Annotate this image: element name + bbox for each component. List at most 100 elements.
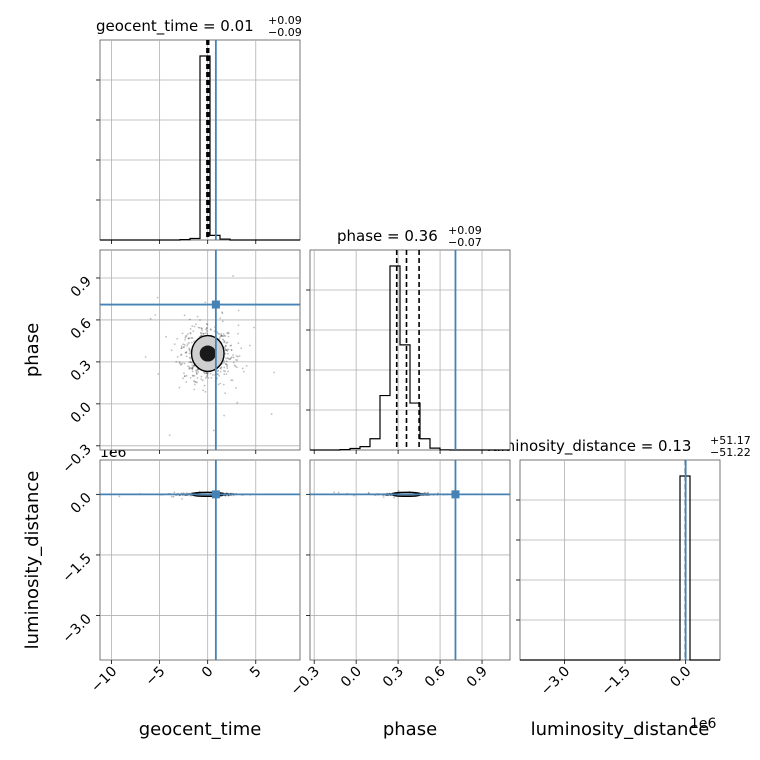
sample-point [225,357,227,360]
sample-point [219,367,222,370]
sample-point [183,375,186,378]
sample-point [223,360,226,362]
sample-point [191,337,194,339]
sample-point [206,374,209,377]
sample-point [337,491,340,494]
sample-point [367,492,370,494]
hist-panel-luminosity_distance: −3.0 −1.5 0.0 [516,459,721,699]
sample-point [172,495,175,498]
sample-point [197,371,200,373]
sample-point [144,356,147,358]
sample-point [199,332,202,334]
sample-point [221,312,224,315]
sample-point [168,434,171,437]
sample-point [181,362,184,364]
sample-point [224,495,227,497]
sample-point [206,332,209,335]
sample-point [205,375,208,378]
sample-point [202,332,205,335]
sample-point [190,341,193,344]
sample-point [187,333,189,335]
sample-point [185,355,188,358]
sample-point [183,314,186,317]
sample-point [333,491,336,494]
sample-point [185,351,188,354]
sample-point [180,347,183,350]
sample-point [204,301,207,304]
sample-point [229,357,232,360]
sample-point [217,332,220,335]
sample-point [193,325,196,328]
sample-point [382,496,385,499]
sample-point [188,349,191,352]
x-tick-label: 0.0 [667,664,694,691]
sample-point [225,373,228,376]
sample-point [227,494,230,497]
sample-point [232,356,235,359]
sample-point [224,370,226,373]
title-phase-minus: −0.07 [448,236,482,249]
sample-point [222,383,225,386]
sample-point [230,356,233,359]
sample-point [180,347,183,349]
x-tick-label: −5 [143,664,169,690]
sample-point [189,494,192,497]
sample-point [233,364,236,367]
sample-point [206,372,209,375]
sample-point [234,365,237,368]
sample-point [236,355,239,358]
sample-point [189,360,192,363]
sample-point [191,370,194,373]
sample-point [224,347,227,350]
sample-point [219,367,222,369]
sample-point [156,296,159,299]
x-tick-label: 0.3 [380,664,407,691]
sample-point [228,358,231,361]
sample-point [217,369,220,372]
title-phase: phase = 0.36 [337,227,438,245]
sample-point [227,357,230,360]
panel-content [100,460,300,660]
sample-point [230,349,233,352]
sample-point [185,381,188,383]
sample-point [185,334,188,337]
sample-point [200,378,203,381]
sample-point [200,332,203,335]
sample-point [204,377,207,379]
sample-point [183,346,185,348]
sample-point [191,364,194,367]
sample-point [192,375,195,377]
sample-point [236,359,239,362]
sample-point [221,320,224,323]
y-tick-label: 0.0 [68,490,95,517]
sample-point [183,372,185,375]
sample-point [180,345,183,348]
x-offset-label: 1e6 [690,716,717,732]
sample-point [189,376,192,379]
sample-point [237,309,240,312]
sample-point [196,377,199,379]
sample-point [226,357,229,359]
sample-point [397,490,400,492]
sample-point [193,383,196,386]
sample-point [205,328,207,331]
sample-point [178,361,181,364]
sample-point [193,388,196,391]
sample-point [253,326,255,329]
sample-point [203,372,206,375]
sample-point [230,379,233,382]
title-luminosity-distance-plus: +51.17 [710,434,751,447]
x-tick-label: 0 [199,664,217,682]
sample-point [188,348,191,351]
sample-point [205,322,208,325]
sample-point [225,349,228,352]
sample-point [170,349,173,352]
sample-point [227,352,229,355]
truth-marker [211,490,220,499]
sample-point [209,328,212,331]
sample-point [191,361,193,364]
sample-point [224,344,227,347]
sample-point [197,326,200,329]
sample-point [185,374,188,377]
sample-point [223,366,226,369]
